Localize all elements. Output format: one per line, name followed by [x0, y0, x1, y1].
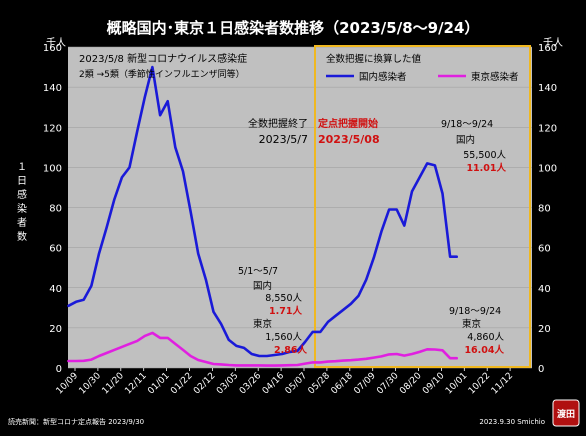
y-axis-left: 0 20 40 60 80 100 120 140 160: [43, 43, 62, 375]
series-tokyo-line: [67, 331, 459, 367]
y-tick-label-left: 140: [43, 83, 62, 94]
y-tick-label-right: 120: [538, 123, 557, 134]
y-tick-label-left: 160: [43, 43, 62, 54]
y-axis-label-char: 日: [17, 176, 27, 187]
author-stamp: 渡田: [552, 399, 580, 427]
y-tick-label-right: 20: [538, 324, 551, 335]
annotation-end-date: 2023/5/7: [259, 133, 308, 146]
may-national-ratio: 1.71人: [269, 305, 302, 317]
y-tick-label-right: 140: [538, 83, 557, 94]
y-tick-label-left: 100: [43, 163, 62, 174]
author-stamp-text: 渡田: [557, 408, 575, 420]
y-axis-label: １ 日感染者数: [17, 162, 27, 243]
y-tick-label-left: 120: [43, 123, 62, 134]
y-tick-label-right: 80: [538, 204, 551, 215]
y-axis-label-char: 数: [17, 230, 27, 243]
y-tick-label-right: 60: [538, 244, 551, 255]
left-axis-unit: 千人: [46, 37, 66, 49]
note-category-change: 2類 →5類（季節性インフルエンザ同等）: [79, 68, 245, 80]
sep-tokyo-value: 4,860人: [467, 332, 504, 343]
annotation-end-label: 全数把握終了: [248, 117, 308, 130]
source-credit: 読売新聞：新型コロナ定点報告 2023/9/30: [8, 417, 144, 426]
y-tick-label-right: 0: [538, 364, 544, 375]
y-axis-right: 0 20 40 60 80 100 120 140 160: [538, 43, 557, 375]
legend-tokyo-label: 東京感染者: [471, 71, 519, 83]
chart-title: 概略国内･東京１日感染者数推移（2023/5/8〜9/24）: [107, 19, 480, 37]
note-5-8-change: 2023/5/8 新型コロナウイルス感染症: [79, 52, 247, 65]
highlight-box: [314, 45, 531, 368]
sep-tokyo-ratio: 16.04人: [464, 344, 504, 356]
legend-national-label: 国内感染者: [359, 71, 407, 83]
series-layer: [67, 65, 459, 367]
legend-title: 全数把握に換算した値: [326, 53, 422, 65]
sep-national-ratio: 11.01人: [466, 162, 506, 174]
y-axis-label-char: 染: [17, 202, 27, 215]
y-tick-label-right: 160: [538, 43, 557, 54]
may-national-value: 8,550人: [265, 293, 302, 304]
y-tick-label-left: 60: [49, 244, 62, 255]
sep-national-value: 55,500人: [463, 150, 506, 161]
sep-national-period: 9/18〜9/24: [441, 119, 493, 130]
y-tick-label-left: 40: [49, 284, 62, 295]
y-tick-label-right: 100: [538, 163, 557, 174]
sep-tokyo-period: 9/18〜9/24: [449, 306, 501, 317]
right-axis-unit: 千人: [543, 37, 563, 49]
y-tick-label-left: 80: [49, 204, 62, 215]
series-national-line: [67, 65, 459, 358]
y-tick-label-left: 0: [56, 364, 62, 375]
may-national-label: 国内: [253, 280, 272, 292]
sep-national-label: 国内: [456, 134, 475, 146]
may-tokyo-ratio: 2.86人: [274, 344, 307, 356]
y-tick-label-left: 20: [49, 324, 62, 335]
author-credit: 2023.9.30 Smichio: [479, 418, 545, 426]
may-tokyo-label: 東京: [253, 318, 272, 330]
y-axis-label-char: １: [17, 162, 27, 173]
y-tick-label-right: 40: [538, 284, 551, 295]
may-period: 5/1〜5/7: [238, 266, 278, 277]
may-tokyo-value: 1,560人: [265, 332, 302, 343]
y-axis-label-char: 感: [17, 188, 27, 201]
annotation-start-date: 2023/5/08: [318, 133, 380, 146]
sep-tokyo-label: 東京: [462, 318, 481, 330]
y-axis-label-char: 者: [17, 217, 27, 229]
annotation-start-label: 定点把握開始: [318, 117, 378, 130]
